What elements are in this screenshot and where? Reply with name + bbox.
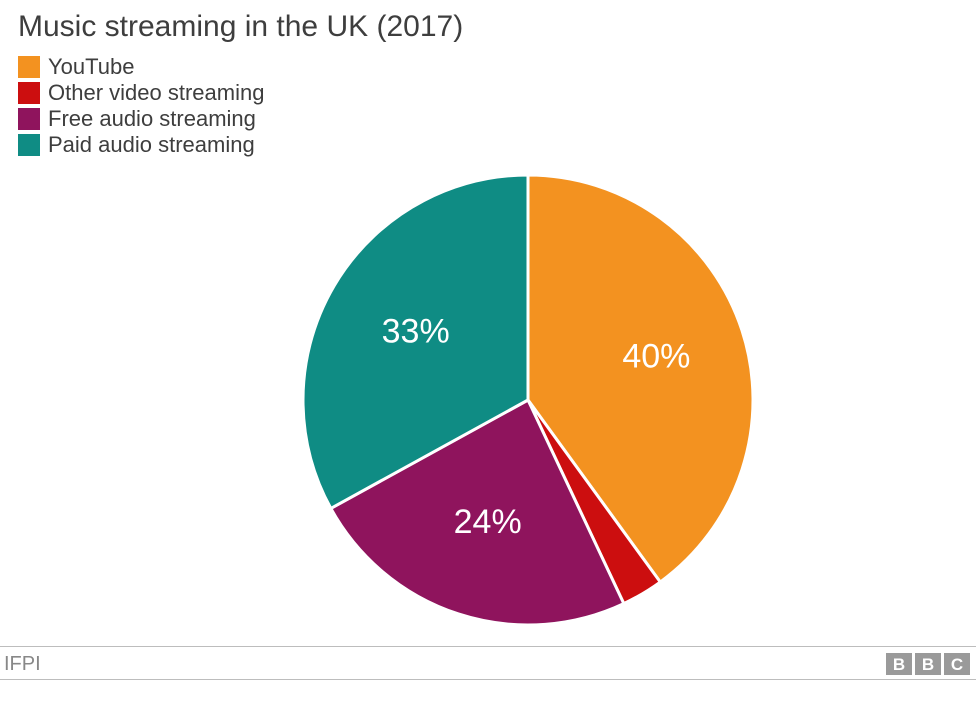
pie-slice-label: 3% <box>637 606 686 640</box>
chart-container: Music streaming in the UK (2017) YouTube… <box>0 0 976 702</box>
pie-slice-label: 40% <box>622 337 690 375</box>
pie-chart: 40% 3% 24% 33% <box>0 0 976 640</box>
bbc-logo: BBC <box>886 653 970 675</box>
pie-slice-label: 33% <box>382 313 450 351</box>
bbc-logo-box: B <box>915 653 941 675</box>
pie-slice-label: 24% <box>454 503 522 541</box>
footer-rule-bottom <box>0 679 976 680</box>
bbc-logo-box: C <box>944 653 970 675</box>
footer: IFPI BBC <box>0 646 976 680</box>
bbc-logo-box: B <box>886 653 912 675</box>
source-label: IFPI <box>4 653 41 676</box>
